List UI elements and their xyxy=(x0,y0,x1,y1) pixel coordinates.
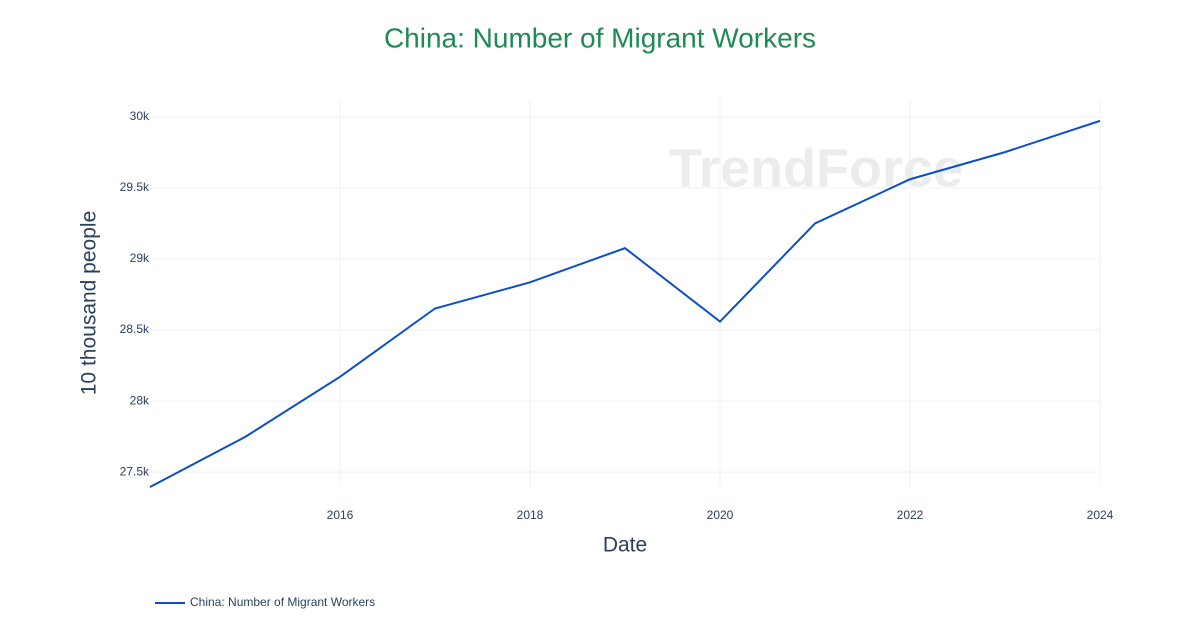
y-tick-label: 27.5k xyxy=(120,464,150,478)
y-tick-label: 28.5k xyxy=(120,322,150,336)
watermark: TrendForce xyxy=(669,138,963,198)
chart-title: China: Number of Migrant Workers xyxy=(384,22,816,53)
y-tick-label: 29.5k xyxy=(120,180,150,194)
y-tick-label: 29k xyxy=(130,251,150,265)
grid xyxy=(150,100,1101,487)
y-tick-label: 30k xyxy=(130,109,150,123)
x-tick-label: 2024 xyxy=(1087,508,1114,522)
y-tick-label: 28k xyxy=(130,393,150,407)
y-axis-title: 10 thousand people xyxy=(78,211,101,396)
x-axis-title: Date xyxy=(603,534,647,557)
legend-label: China: Number of Migrant Workers xyxy=(190,595,375,609)
line xyxy=(149,119,1101,488)
x-tick-label: 2016 xyxy=(327,508,354,522)
x-tick-label: 2020 xyxy=(707,508,734,522)
x-tick-label: 2022 xyxy=(897,508,924,522)
x-tick-label: 2018 xyxy=(517,508,544,522)
